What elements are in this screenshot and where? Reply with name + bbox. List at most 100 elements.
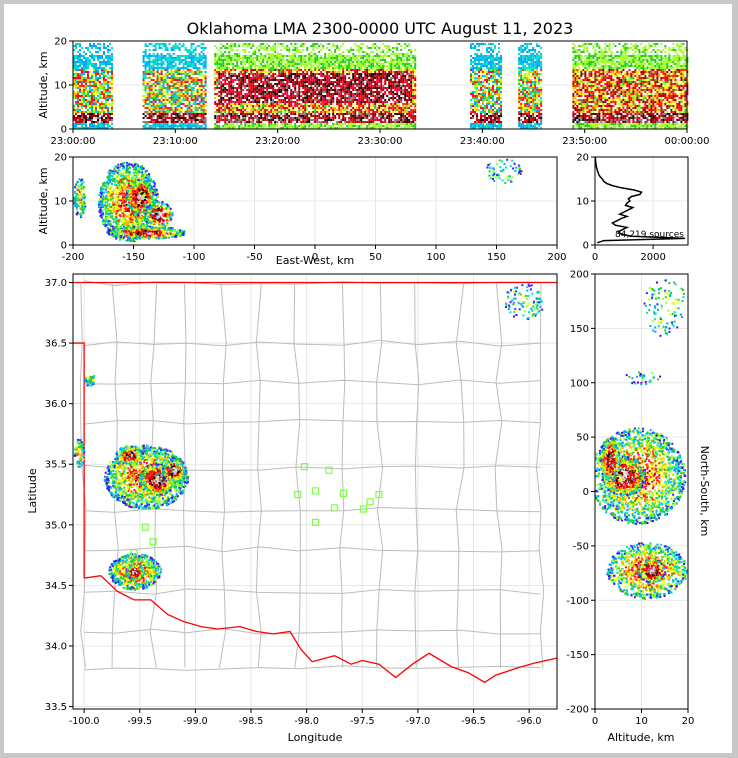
source-cell bbox=[382, 109, 385, 111]
source-cell bbox=[298, 91, 301, 93]
source-cell bbox=[220, 95, 223, 97]
source-cell bbox=[268, 65, 271, 67]
source-cell bbox=[292, 57, 295, 59]
source-cell bbox=[318, 69, 321, 71]
source-cell bbox=[150, 73, 153, 75]
source-cell bbox=[316, 127, 319, 129]
source-cell bbox=[186, 123, 189, 125]
source-cell bbox=[238, 77, 241, 79]
source-cell bbox=[198, 95, 201, 97]
source-cell bbox=[384, 119, 387, 121]
source-cell bbox=[316, 85, 319, 87]
source-cell bbox=[258, 89, 261, 91]
source-cell bbox=[148, 127, 151, 129]
source-cell bbox=[398, 43, 401, 45]
source-cell bbox=[374, 75, 377, 77]
source-cell bbox=[262, 97, 265, 99]
source-cell bbox=[360, 103, 363, 105]
source-cell bbox=[284, 113, 287, 115]
source-cell bbox=[101, 111, 103, 113]
source-cell bbox=[386, 101, 389, 103]
source-cell bbox=[83, 73, 85, 75]
source-cell bbox=[91, 73, 93, 75]
source-cell bbox=[196, 119, 199, 121]
source-cell bbox=[198, 61, 201, 63]
source-cell bbox=[406, 91, 409, 93]
source-cell bbox=[394, 47, 397, 49]
source-cell bbox=[272, 65, 275, 67]
source-cell bbox=[352, 83, 355, 85]
source-cell bbox=[326, 95, 329, 97]
source-cell bbox=[148, 57, 151, 59]
source-cell bbox=[284, 73, 287, 75]
source-cell bbox=[312, 111, 315, 113]
source-cell bbox=[376, 125, 379, 127]
source-cell bbox=[266, 79, 269, 81]
source-cell bbox=[250, 95, 253, 97]
source-cell bbox=[101, 93, 103, 95]
source-cell bbox=[97, 87, 99, 89]
source-cell bbox=[286, 49, 289, 51]
source-cell bbox=[312, 99, 315, 101]
source-cell bbox=[384, 127, 387, 129]
source-cell bbox=[97, 105, 99, 107]
source-cell bbox=[232, 113, 235, 115]
source-cell bbox=[174, 59, 177, 61]
source-cell bbox=[374, 81, 377, 83]
source-cell bbox=[162, 125, 165, 127]
source-cell bbox=[308, 123, 311, 125]
source-cell bbox=[330, 51, 333, 53]
source-cell bbox=[250, 65, 253, 67]
source-cell bbox=[220, 115, 223, 117]
source-cell bbox=[376, 111, 379, 113]
source-cell bbox=[310, 87, 313, 89]
source-cell bbox=[408, 57, 411, 59]
source-cell bbox=[87, 89, 89, 91]
source-cell bbox=[334, 107, 337, 109]
source-cell bbox=[184, 95, 187, 97]
source-cell bbox=[156, 83, 159, 85]
source-cell bbox=[374, 103, 377, 105]
source-cell bbox=[236, 53, 239, 55]
source-cell bbox=[162, 93, 165, 95]
source-cell bbox=[286, 109, 289, 111]
source-cell bbox=[200, 111, 203, 113]
source-cell bbox=[220, 63, 223, 65]
source-cell bbox=[320, 83, 323, 85]
source-cell bbox=[176, 101, 179, 103]
source-cell bbox=[105, 121, 107, 123]
source-cell bbox=[288, 115, 291, 117]
source-cell bbox=[326, 73, 329, 75]
source-cell bbox=[103, 67, 105, 69]
source-cell bbox=[352, 63, 355, 65]
source-cell bbox=[180, 55, 183, 57]
source-cell bbox=[202, 65, 205, 67]
source-cell bbox=[230, 57, 233, 59]
source-cell bbox=[75, 67, 77, 69]
source-cell bbox=[256, 111, 259, 113]
source-cell bbox=[262, 103, 265, 105]
source-cell bbox=[256, 101, 259, 103]
source-cell bbox=[348, 65, 351, 67]
source-cell bbox=[396, 89, 399, 91]
source-cell bbox=[87, 49, 89, 51]
source-cell bbox=[332, 85, 335, 87]
source-cell bbox=[404, 63, 407, 65]
source-cell bbox=[394, 65, 397, 67]
source-cell bbox=[95, 65, 97, 67]
source-cell bbox=[286, 65, 289, 67]
source-cell bbox=[250, 101, 253, 103]
source-cell bbox=[376, 79, 379, 81]
source-cell bbox=[268, 67, 271, 69]
source-cell bbox=[148, 105, 151, 107]
source-cell bbox=[314, 59, 317, 61]
source-cell bbox=[214, 89, 217, 91]
source-cell bbox=[394, 73, 397, 75]
source-cell bbox=[83, 55, 85, 57]
source-cell bbox=[103, 79, 105, 81]
source-cell bbox=[160, 61, 163, 63]
source-cell bbox=[194, 83, 197, 85]
source-cell bbox=[470, 63, 473, 65]
source-cell bbox=[254, 101, 257, 103]
source-cell bbox=[95, 121, 97, 123]
